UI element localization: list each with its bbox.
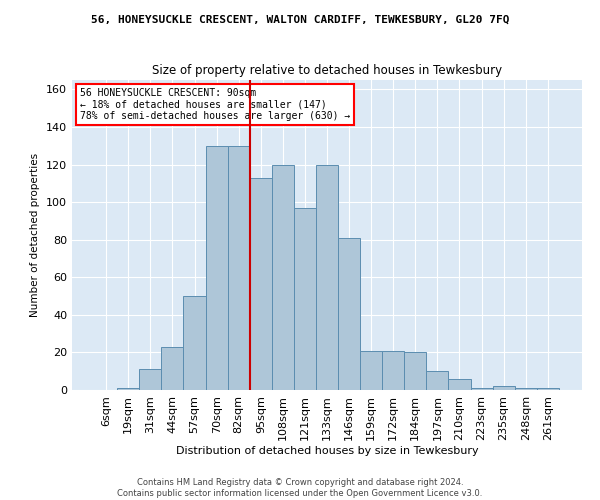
Text: 56 HONEYSUCKLE CRESCENT: 90sqm
← 18% of detached houses are smaller (147)
78% of: 56 HONEYSUCKLE CRESCENT: 90sqm ← 18% of … <box>80 88 350 121</box>
Y-axis label: Number of detached properties: Number of detached properties <box>31 153 40 317</box>
Bar <box>139 370 161 390</box>
Bar <box>161 347 184 390</box>
Bar <box>382 350 404 390</box>
Bar <box>184 296 206 390</box>
Bar <box>537 388 559 390</box>
Bar <box>294 208 316 390</box>
X-axis label: Distribution of detached houses by size in Tewkesbury: Distribution of detached houses by size … <box>176 446 478 456</box>
Bar <box>117 388 139 390</box>
Title: Size of property relative to detached houses in Tewkesbury: Size of property relative to detached ho… <box>152 64 502 78</box>
Text: Contains HM Land Registry data © Crown copyright and database right 2024.
Contai: Contains HM Land Registry data © Crown c… <box>118 478 482 498</box>
Bar <box>227 146 250 390</box>
Bar <box>493 386 515 390</box>
Bar <box>515 388 537 390</box>
Text: 56, HONEYSUCKLE CRESCENT, WALTON CARDIFF, TEWKESBURY, GL20 7FQ: 56, HONEYSUCKLE CRESCENT, WALTON CARDIFF… <box>91 15 509 25</box>
Bar <box>470 388 493 390</box>
Bar <box>316 164 338 390</box>
Bar <box>448 378 470 390</box>
Bar <box>206 146 227 390</box>
Bar <box>360 350 382 390</box>
Bar <box>250 178 272 390</box>
Bar <box>404 352 427 390</box>
Bar <box>272 164 294 390</box>
Bar <box>427 371 448 390</box>
Bar <box>338 238 360 390</box>
